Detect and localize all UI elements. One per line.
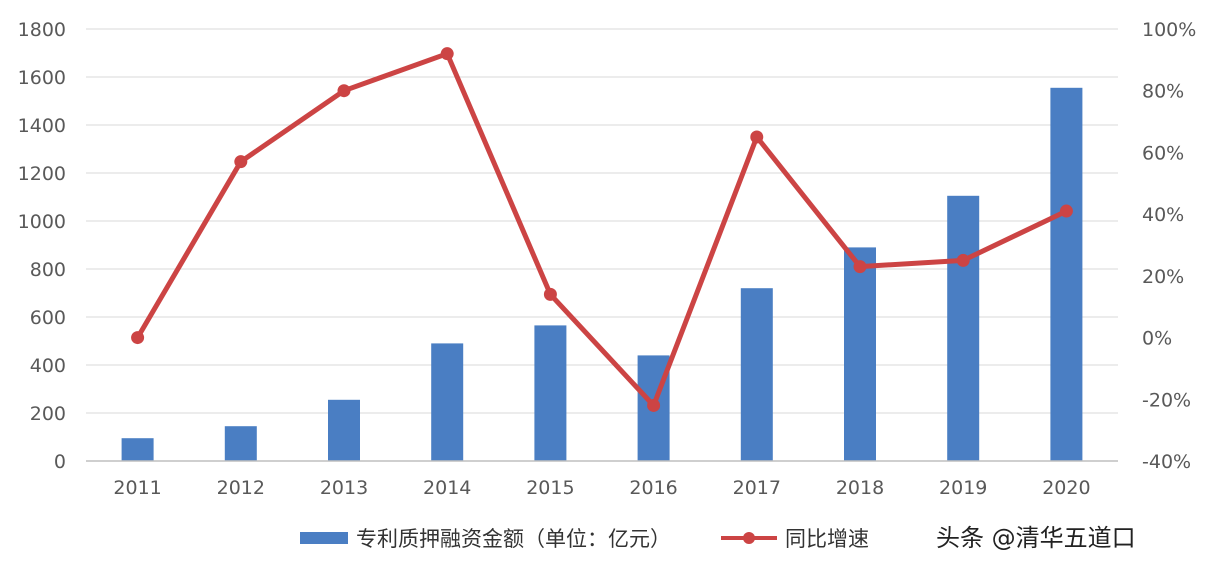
chart-svg: 0 200 400 600 800 1000 1200 1400 1600 1800 -40% -20… <box>18 19 1197 499</box>
y-right-tick-label: 40% <box>1142 204 1184 226</box>
y-left-tick-label: 1000 <box>18 211 66 233</box>
axes: 0 200 400 600 800 1000 1200 1400 1600 1800 -40% -20… <box>18 19 1197 499</box>
x-tick-label: 2011 <box>113 477 161 499</box>
bar <box>121 438 154 461</box>
bar <box>328 399 360 461</box>
growth-point <box>543 287 557 301</box>
growth-point <box>647 398 661 412</box>
growth-point <box>853 260 867 274</box>
y-right-tick-label: -20% <box>1142 389 1191 411</box>
bar <box>431 343 464 461</box>
y-left-tick-label: 600 <box>30 307 66 329</box>
bar <box>534 325 567 461</box>
x-tick-label: 2017 <box>733 477 781 499</box>
bar <box>224 426 257 461</box>
y-left-tick-label: 1200 <box>18 163 66 185</box>
x-tick-label: 2014 <box>423 477 471 499</box>
y-left-tick-label: 400 <box>30 355 66 377</box>
grid-lines <box>86 28 1118 414</box>
y-left-tick-label: 1400 <box>18 115 66 137</box>
legend-line-swatch <box>721 532 777 544</box>
y-left-tick-label: 0 <box>54 451 66 473</box>
bar <box>947 195 980 462</box>
growth-point <box>337 84 351 98</box>
growth-line <box>135 51 1069 408</box>
legend-item-line: 同比增速 <box>721 523 869 553</box>
x-tick-label: 2019 <box>939 477 987 499</box>
x-tick-label: 2016 <box>629 477 677 499</box>
y-right-tick-label: 60% <box>1142 142 1184 164</box>
y-right-tick-label: 80% <box>1142 81 1184 103</box>
y-right-tick-label: 100% <box>1142 19 1196 41</box>
x-tick-label: 2020 <box>1042 477 1090 499</box>
bar <box>844 247 876 461</box>
growth-point <box>131 331 145 345</box>
x-tick-label: 2018 <box>836 477 884 499</box>
legend-bar-swatch <box>300 532 348 544</box>
legend: 专利质押融资金额（单位：亿元） 同比增速 <box>300 520 919 556</box>
y-left-tick-label: 1800 <box>18 19 66 41</box>
bar <box>1050 87 1083 462</box>
y-left-tick-label: 1600 <box>18 67 66 89</box>
y-right-tick-label: 20% <box>1142 266 1184 288</box>
growth-point <box>440 47 454 61</box>
y-right-tick-label: -40% <box>1142 451 1191 473</box>
x-tick-label: 2013 <box>320 477 368 499</box>
legend-line-label: 同比增速 <box>785 527 869 551</box>
legend-line-marker <box>743 532 755 544</box>
legend-bar-label: 专利质押融资金额（单位：亿元） <box>356 527 671 551</box>
legend-item-bar: 专利质押融资金额（单位：亿元） <box>300 523 671 553</box>
growth-point <box>1059 204 1073 218</box>
growth-point <box>234 155 248 169</box>
growth-point <box>750 130 764 144</box>
bar-series <box>121 87 1083 462</box>
y-right-tick-label: 0% <box>1142 328 1172 350</box>
x-tick-label: 2015 <box>526 477 574 499</box>
y-left-tick-label: 800 <box>30 259 66 281</box>
watermark-text: 头条 @清华五道口 <box>936 524 1136 552</box>
y-left-tick-label: 200 <box>30 403 66 425</box>
growth-point <box>956 253 970 267</box>
bar <box>740 288 773 461</box>
x-tick-label: 2012 <box>217 477 265 499</box>
line-series <box>131 47 1073 412</box>
